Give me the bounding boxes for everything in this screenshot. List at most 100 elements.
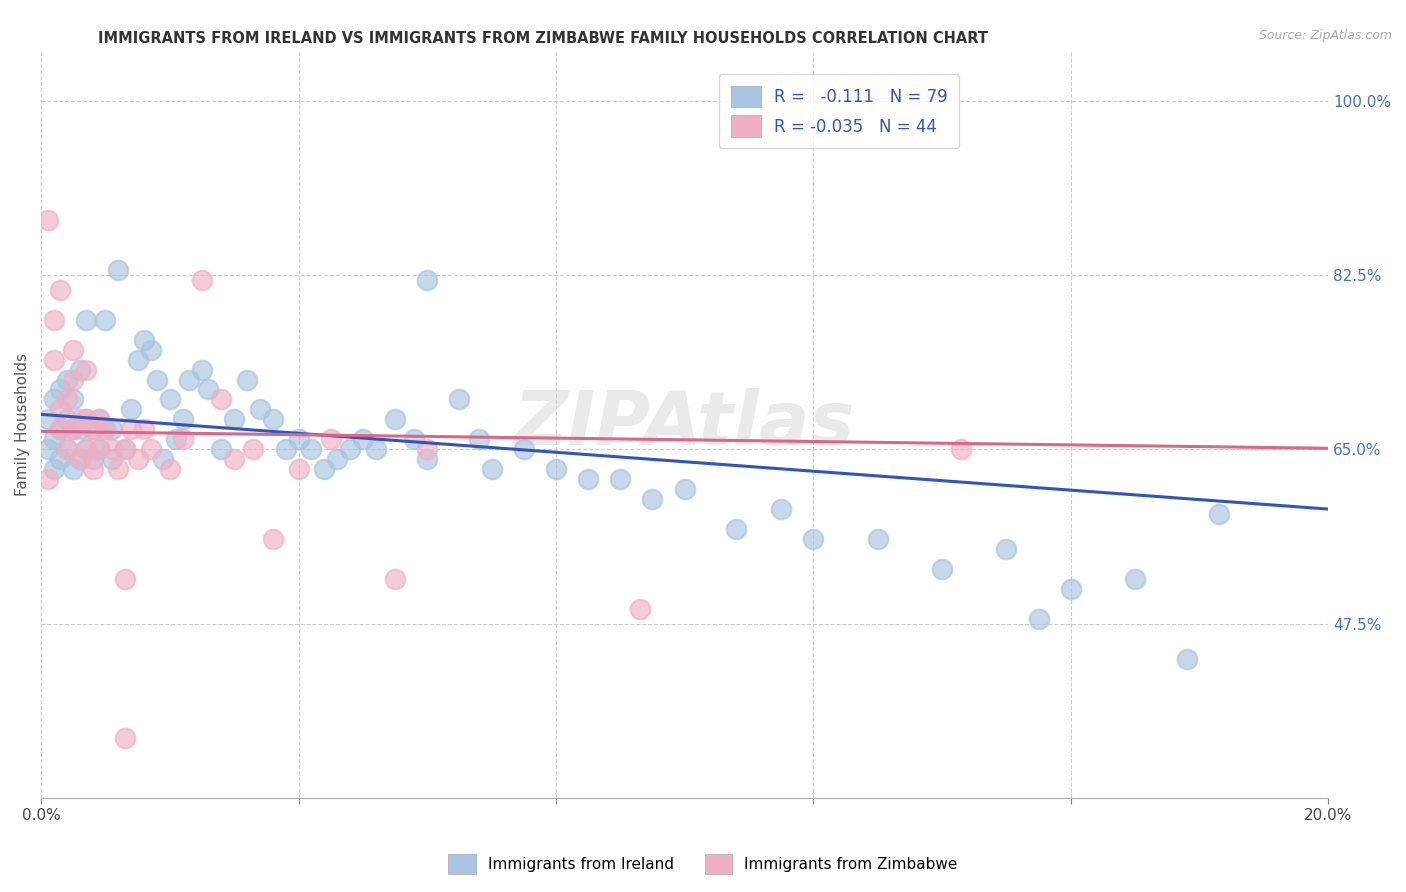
- Point: [224, 412, 246, 426]
- Point: [62, 422, 84, 436]
- Point: [42, 433, 65, 447]
- Point: [249, 402, 271, 417]
- Point: [75, 442, 97, 457]
- Point: [152, 452, 174, 467]
- Point: [62, 372, 84, 386]
- Point: [339, 442, 361, 457]
- Point: [314, 462, 336, 476]
- Point: [995, 541, 1018, 556]
- Point: [62, 343, 84, 357]
- Point: [609, 472, 631, 486]
- Point: [159, 392, 181, 407]
- Point: [127, 452, 149, 467]
- Point: [224, 452, 246, 467]
- Point: [87, 442, 110, 457]
- Point: [94, 312, 117, 326]
- Point: [326, 452, 349, 467]
- Point: [262, 412, 284, 426]
- Point: [37, 412, 59, 426]
- Point: [1175, 651, 1198, 665]
- Point: [42, 462, 65, 476]
- Legend: Immigrants from Ireland, Immigrants from Zimbabwe: Immigrants from Ireland, Immigrants from…: [443, 848, 963, 880]
- Point: [132, 333, 155, 347]
- Point: [1208, 507, 1230, 521]
- Point: [262, 532, 284, 546]
- Point: [107, 263, 129, 277]
- Point: [49, 422, 72, 436]
- Point: [101, 422, 124, 436]
- Point: [69, 422, 91, 436]
- Point: [242, 442, 264, 457]
- Point: [449, 392, 471, 407]
- Point: [75, 412, 97, 426]
- Point: [69, 452, 91, 467]
- Point: [866, 532, 889, 546]
- Point: [209, 392, 232, 407]
- Point: [114, 442, 136, 457]
- Point: [197, 383, 219, 397]
- Point: [62, 422, 84, 436]
- Point: [287, 433, 309, 447]
- Point: [770, 502, 793, 516]
- Point: [299, 442, 322, 457]
- Point: [352, 433, 374, 447]
- Point: [42, 312, 65, 326]
- Point: [82, 462, 104, 476]
- Point: [481, 462, 503, 476]
- Point: [87, 442, 110, 457]
- Point: [94, 422, 117, 436]
- Point: [56, 372, 79, 386]
- Point: [49, 422, 72, 436]
- Point: [132, 422, 155, 436]
- Point: [364, 442, 387, 457]
- Point: [236, 372, 259, 386]
- Point: [287, 462, 309, 476]
- Point: [931, 562, 953, 576]
- Point: [75, 442, 97, 457]
- Point: [49, 452, 72, 467]
- Point: [416, 273, 439, 287]
- Point: [1028, 612, 1050, 626]
- Point: [37, 472, 59, 486]
- Point: [69, 362, 91, 376]
- Point: [384, 572, 406, 586]
- Point: [69, 412, 91, 426]
- Point: [172, 412, 194, 426]
- Point: [1123, 572, 1146, 586]
- Point: [87, 412, 110, 426]
- Point: [513, 442, 536, 457]
- Point: [950, 442, 973, 457]
- Text: IMMIGRANTS FROM IRELAND VS IMMIGRANTS FROM ZIMBABWE FAMILY HOUSEHOLDS CORRELATIO: IMMIGRANTS FROM IRELAND VS IMMIGRANTS FR…: [98, 31, 988, 46]
- Point: [416, 442, 439, 457]
- Point: [274, 442, 297, 457]
- Point: [127, 352, 149, 367]
- Point: [75, 362, 97, 376]
- Point: [114, 572, 136, 586]
- Point: [673, 482, 696, 496]
- Point: [101, 442, 124, 457]
- Y-axis label: Family Households: Family Households: [15, 353, 30, 496]
- Point: [114, 442, 136, 457]
- Point: [69, 452, 91, 467]
- Point: [544, 462, 567, 476]
- Point: [56, 442, 79, 457]
- Point: [62, 392, 84, 407]
- Point: [628, 601, 651, 615]
- Point: [120, 422, 142, 436]
- Point: [82, 422, 104, 436]
- Point: [62, 462, 84, 476]
- Point: [42, 392, 65, 407]
- Point: [56, 412, 79, 426]
- Point: [725, 522, 748, 536]
- Point: [404, 433, 426, 447]
- Point: [384, 412, 406, 426]
- Point: [37, 442, 59, 457]
- Point: [209, 442, 232, 457]
- Point: [49, 283, 72, 297]
- Point: [82, 452, 104, 467]
- Point: [120, 402, 142, 417]
- Point: [139, 343, 162, 357]
- Point: [146, 372, 169, 386]
- Point: [94, 422, 117, 436]
- Point: [56, 392, 79, 407]
